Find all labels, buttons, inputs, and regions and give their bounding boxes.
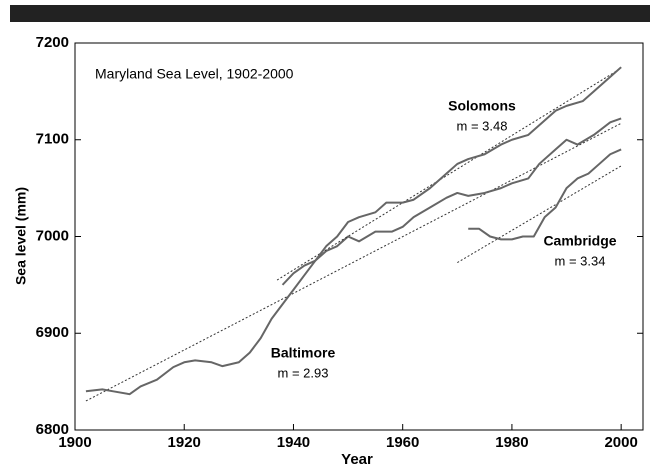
- trend-line: [276, 67, 622, 281]
- header-bar: [10, 5, 650, 22]
- series-line: [468, 148, 622, 241]
- series-label: Baltimore: [271, 345, 336, 361]
- y-tick-label: 7000: [36, 227, 69, 244]
- series-label: Solomons: [448, 98, 516, 114]
- x-tick-label: 2000: [604, 434, 637, 451]
- y-tick-label: 6800: [36, 421, 69, 438]
- y-tick-label: 6900: [36, 324, 69, 341]
- x-tick-label: 1900: [58, 434, 91, 451]
- chart-title: Maryland Sea Level, 1902-2000: [95, 66, 294, 82]
- series-label: Cambridge: [543, 233, 616, 249]
- x-tick-label: 1920: [168, 434, 201, 451]
- y-axis-label: Sea level (mm): [13, 187, 29, 285]
- x-axis-label: Year: [341, 451, 373, 468]
- y-tick-label: 7200: [36, 34, 69, 51]
- y-tick-label: 7100: [36, 131, 69, 148]
- trend-line: [85, 122, 622, 402]
- x-tick-label: 1940: [277, 434, 310, 451]
- series-line: [85, 117, 622, 396]
- x-tick-label: 1980: [495, 434, 528, 451]
- x-tick-label: 1960: [386, 434, 419, 451]
- slope-label: m = 3.34: [555, 253, 606, 268]
- slope-label: m = 3.48: [457, 118, 508, 133]
- slope-label: m = 2.93: [278, 365, 329, 380]
- series-line: [281, 66, 622, 286]
